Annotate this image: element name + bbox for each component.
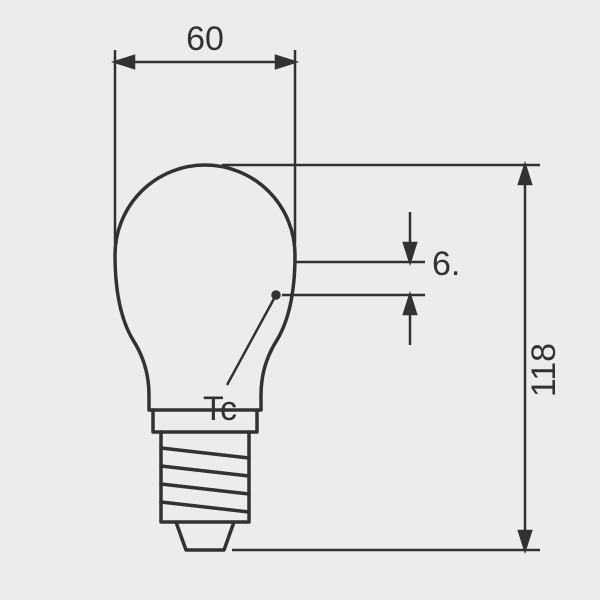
bulb-outline <box>115 165 295 550</box>
width-dimension <box>115 50 295 244</box>
tc-offset-dimension <box>282 212 425 345</box>
height-label: 118 <box>525 343 563 397</box>
width-label: 60 <box>186 20 224 58</box>
bulb-technical-drawing: 60 118 6. Tc <box>0 0 600 600</box>
tc-label: Tc <box>203 390 237 428</box>
tc-marker <box>227 292 280 386</box>
tc-offset-label: 6. <box>432 245 460 283</box>
